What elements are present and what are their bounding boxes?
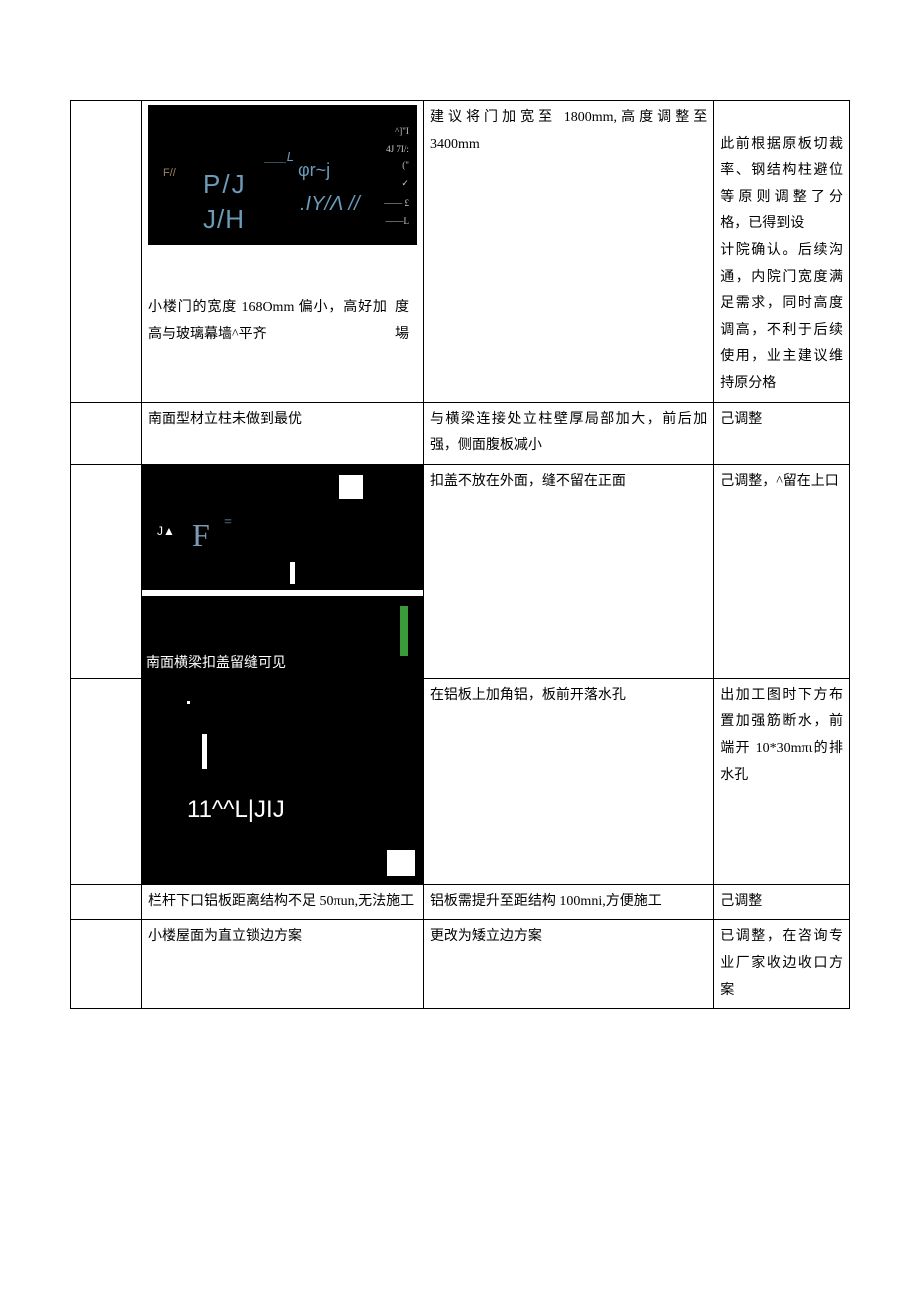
cell-issue: 南面型材立柱未做到最优 [142, 402, 424, 464]
diagram-label: F [192, 505, 210, 566]
diagram-mark: (" [402, 157, 409, 174]
cell-issue: F// ___L φr~j P/J .IY/Λ // J/H ^]"I 4J 7… [142, 101, 424, 403]
cell-index [71, 920, 142, 1009]
cad-diagram-beam-a: J▲ F = [142, 465, 423, 590]
white-bar [290, 562, 295, 584]
cell-suggestion: 扣盖不放在外面，缝不留在正面 [423, 464, 713, 678]
cell-issue: 小楼屋面为直立锁边方案 [142, 920, 424, 1009]
diagram-mark: —— £ [384, 195, 409, 212]
diagram-label: F// [163, 163, 176, 184]
cad-diagram-door: F// ___L φr~j P/J .IY/Λ // J/H ^]"I 4J 7… [148, 105, 417, 245]
diagram-label: .IY/Λ // [300, 185, 360, 223]
cell-index [71, 678, 142, 884]
table-row: 11^^L|JIJ 在铝板上加角铝，板前开落水孔 出加工图时下方布置加强筋断水，… [71, 678, 850, 884]
response-text: 此前根据原板切裁率、钢结构柱避位等原则调整了分格，已得到设 计院确认。后续沟通，… [720, 137, 843, 391]
cell-suggestion: 更改为矮立边方案 [423, 920, 713, 1009]
table-row: F// ___L φr~j P/J .IY/Λ // J/H ^]"I 4J 7… [71, 101, 850, 403]
cell-index [71, 402, 142, 464]
cell-index [71, 464, 142, 678]
cell-index [71, 884, 142, 920]
cell-response: 此前根据原板切裁率、钢结构柱避位等原则调整了分格，已得到设 计院确认。后续沟通，… [714, 101, 850, 403]
table-row: 栏杆下口铝板距离结构不足 50πun,无法施工 铝板需提升至距结构 100mni… [71, 884, 850, 920]
diagram-label: = [224, 510, 232, 537]
table-row: J▲ F = 南面横梁扣盖留缝可见 扣盖不放在外面，缝不留在正面 己调整，^留在… [71, 464, 850, 678]
cad-diagram-rail: 11^^L|JIJ [142, 679, 423, 884]
diagram-mark: ——L [385, 213, 409, 230]
green-bar [400, 606, 408, 656]
diagram-label: φr~j [298, 153, 330, 187]
white-dot [187, 701, 190, 704]
cell-index [71, 101, 142, 403]
diagram-text: 11^^L|JIJ [187, 796, 285, 823]
diagram-label: ___L [265, 145, 294, 170]
diagram-label: J/H [203, 195, 245, 244]
cell-response: 出加工图时下方布置加强筋断水，前端开 10*30mπι的排水孔 [714, 678, 850, 884]
cell-issue: J▲ F = 南面横梁扣盖留缝可见 [142, 464, 424, 678]
cell-response: 已调整，在咨询专业厂家收边收口方案 [714, 920, 850, 1009]
cell-issue: 11^^L|JIJ [142, 678, 424, 884]
table-row: 南面型材立柱未做到最优 与横梁连接处立柱壁厚局部加大，前后加强，侧面腹板减小 己… [71, 402, 850, 464]
white-bar [202, 734, 207, 769]
diagram-mark: ^]"I [395, 123, 409, 140]
issue-caption: 南面横梁扣盖留缝可见 [146, 653, 286, 674]
table-row: 小楼屋面为直立锁边方案 更改为矮立边方案 已调整，在咨询专业厂家收边收口方案 [71, 920, 850, 1009]
issue-caption: 小楼门的宽度 168Omm 偏小，高好加高与玻璃幕墙^平齐 [148, 295, 387, 348]
cell-issue: 栏杆下口铝板距离结构不足 50πun,无法施工 [142, 884, 424, 920]
cell-suggestion: 在铝板上加角铝，板前开落水孔 [423, 678, 713, 884]
diagram-mark: ✓ [401, 175, 409, 192]
issues-table: F// ___L φr~j P/J .IY/Λ // J/H ^]"I 4J 7… [70, 100, 850, 1009]
white-square [339, 475, 363, 499]
cell-suggestion: 铝板需提升至距结构 100mni,方便施工 [423, 884, 713, 920]
white-square [387, 850, 415, 876]
cell-response: 己调整 [714, 402, 850, 464]
issue-caption-side: 度場 [395, 295, 417, 348]
cell-suggestion: 建议将门加宽至 1800mm,高度调整至 3400mm [423, 101, 713, 403]
diagram-label: 11^^L|JIJ [187, 787, 285, 833]
cell-response: 己调整，^留在上口 [714, 464, 850, 678]
cad-diagram-beam-b: 南面横梁扣盖留缝可见 [142, 596, 423, 678]
diagram-mark: 4J 7I/: [386, 141, 409, 158]
cell-suggestion: 与横梁连接处立柱壁厚局部加大，前后加强，侧面腹板减小 [423, 402, 713, 464]
diagram-label: J▲ [157, 520, 175, 543]
cell-response: 己调整 [714, 884, 850, 920]
